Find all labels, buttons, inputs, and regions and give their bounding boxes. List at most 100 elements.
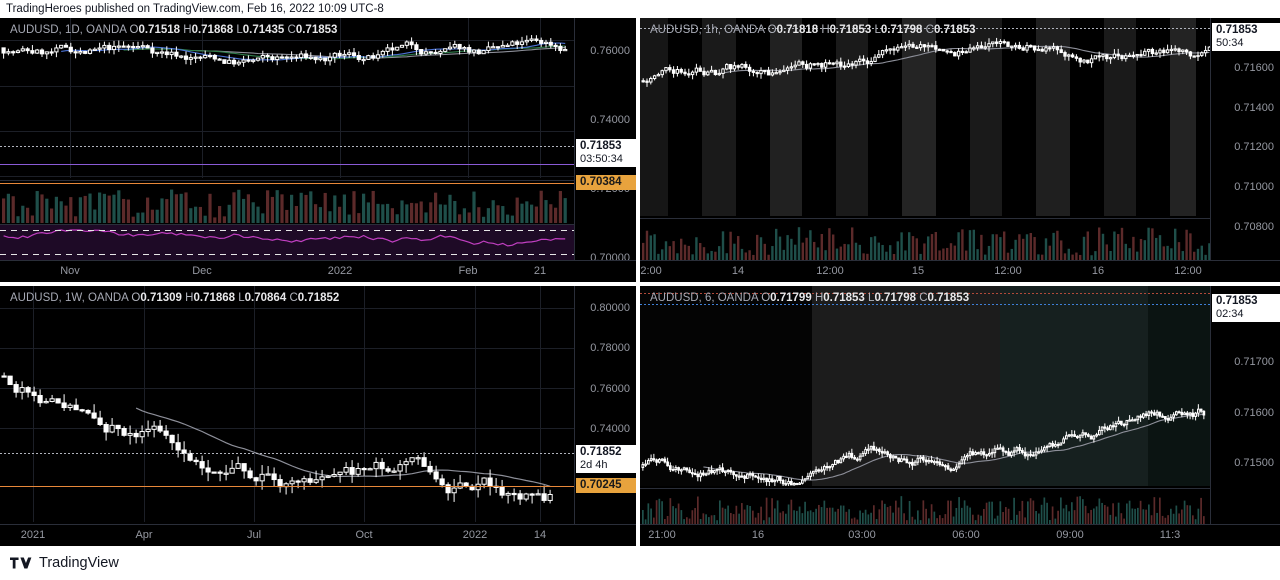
grid-line-vertical: [144, 286, 145, 522]
session-band: [640, 18, 668, 216]
session-band: [668, 18, 702, 216]
volume-series-bottom-right: [642, 496, 1205, 524]
time-tick: 2021: [20, 529, 46, 541]
grid-line-vertical: [540, 286, 541, 522]
time-tick: Oct: [355, 529, 373, 541]
price-tick: 0.71400: [1234, 101, 1274, 114]
attribution-text: TradingHeroes published on TradingView.c…: [0, 0, 1280, 18]
time-axis-bottom-left[interactable]: 2021 Apr Jul Oct 2022 14: [0, 524, 636, 546]
time-tick: 16: [1091, 265, 1105, 277]
tradingview-logo-icon: [10, 556, 32, 570]
session-band: [770, 18, 802, 216]
horizontal-panel-divider: [0, 282, 1280, 286]
support-price-tag[interactable]: 0.70245: [576, 478, 636, 493]
time-tick: 21: [533, 265, 547, 277]
session-band: [802, 18, 836, 216]
candlestick-series-bottom-right: [641, 404, 1206, 486]
price-plot-top-left[interactable]: [0, 18, 574, 260]
session-band: [836, 18, 868, 216]
price-axis-top-left[interactable]: 0.760000.740000.720000.700000.7185303:50…: [574, 18, 636, 264]
last-price-line: [0, 146, 574, 147]
session-band: [936, 18, 970, 216]
session-band: [902, 18, 936, 216]
last-price-tag[interactable]: 0.71853 50:34: [1212, 23, 1280, 51]
chart-panel-top-left[interactable]: 0.760000.740000.720000.700000.7185303:50…: [0, 18, 636, 282]
support-level-line: [0, 183, 574, 184]
price-tick: 0.74000: [590, 423, 630, 436]
rsi-subpanel-top-left[interactable]: [0, 224, 574, 260]
volume-subpanel-bottom-right[interactable]: [640, 488, 1210, 524]
grid-line-vertical: [70, 18, 71, 178]
price-axis-top-right[interactable]: 0.71600 0.71400 0.71200 0.71000 0.70800 0.718…: [1210, 18, 1280, 260]
time-tick: 12:00: [1174, 265, 1202, 277]
time-tick: 2022: [462, 529, 488, 541]
time-tick: 2022: [327, 265, 353, 277]
time-tick: 12:00: [994, 265, 1022, 277]
price-plot-bottom-right[interactable]: [640, 286, 1210, 524]
grid-line-vertical: [468, 18, 469, 178]
grid-line: [0, 40, 574, 42]
last-price-value: 0.71852: [580, 446, 622, 458]
rsi-overbought-line: [0, 230, 574, 231]
volume-series-top-left: [2, 189, 567, 223]
time-tick: 14: [533, 529, 547, 541]
time-tick: 15: [911, 265, 925, 277]
grid-line: [0, 347, 574, 349]
bar-countdown: 03:50:34: [580, 153, 623, 165]
time-tick: 16: [751, 529, 765, 541]
last-price-tag[interactable]: 0.71853 02:34: [1212, 294, 1280, 322]
candlestick-series-bottom-left: [1, 372, 553, 505]
price-tick: 0.76000: [590, 382, 630, 395]
session-band: [702, 18, 736, 216]
chart-panel-top-right[interactable]: 0.71600 0.71400 0.71200 0.71000 0.70800 0.718…: [640, 18, 1280, 282]
price-tick: 0.71600: [1234, 61, 1274, 74]
time-tick: Feb: [458, 265, 478, 277]
time-tick: 12:00: [816, 265, 844, 277]
chart-panel-bottom-right[interactable]: 0.718000.717000.716000.715000.7185302:34…: [640, 286, 1280, 546]
price-axis-bottom-left[interactable]: 0.80000 0.78000 0.76000 0.74000 0.71852 2d 4h…: [574, 286, 636, 524]
volume-subpanel-top-left[interactable]: [0, 180, 574, 223]
price-tick: 0.74000: [590, 114, 630, 127]
grid-line-vertical: [254, 286, 255, 522]
price-tick: 0.80000: [590, 301, 630, 314]
bar-countdown: 2d 4h: [580, 459, 608, 471]
bar-countdown: 50:34: [1216, 37, 1244, 49]
grid-line-vertical: [475, 286, 476, 522]
grid-line: [0, 131, 574, 133]
session-band: [640, 286, 812, 486]
rsi-oversold-line: [0, 254, 574, 255]
high-level-line: [640, 293, 1210, 294]
time-tick: Jul: [246, 529, 262, 541]
time-axis-top-left[interactable]: Nov Dec 2022 Feb 21: [0, 260, 636, 282]
session-band: [1104, 18, 1136, 216]
time-axis-top-right[interactable]: 12:00 14 12:00 15 12:00 16 12:00: [640, 260, 1280, 282]
session-band: [1002, 18, 1036, 216]
price-tick: 0.71500: [1234, 457, 1274, 470]
last-price-tag[interactable]: 0.71852 2d 4h: [576, 445, 636, 473]
last-price-tag[interactable]: 0.71853 03:50:34: [576, 139, 636, 167]
time-tick: 12:00: [640, 265, 662, 277]
session-band: [970, 18, 1002, 216]
volume-subpanel-top-right[interactable]: [640, 218, 1210, 260]
price-plot-bottom-left[interactable]: [0, 286, 574, 524]
candlestick-series-top-right: [641, 37, 1210, 87]
time-tick: Apr: [135, 529, 153, 541]
price-tick: 0.71200: [1234, 141, 1274, 154]
time-tick: 21:00: [648, 529, 676, 541]
price-tick: 0.71600: [1234, 406, 1274, 419]
last-price-line: [0, 453, 574, 454]
session-band: [812, 286, 1000, 486]
support-level-line: [0, 486, 574, 487]
time-tick: 11:3: [1159, 529, 1181, 541]
support-price-tag[interactable]: 0.70384: [576, 175, 636, 190]
chart-panel-bottom-left[interactable]: 0.80000 0.78000 0.76000 0.74000 0.71852 2d 4h…: [0, 286, 636, 546]
time-tick: 14: [731, 265, 745, 277]
time-axis-bottom-right[interactable]: 21:00 16 03:00 06:00 09:00 11:3: [640, 524, 1280, 546]
price-tick: 0.71700: [1234, 355, 1274, 368]
price-tick: 0.70800: [1234, 220, 1274, 233]
last-price-line: [640, 28, 1210, 29]
grid-line-vertical: [540, 18, 541, 178]
price-plot-top-right[interactable]: [640, 18, 1210, 260]
